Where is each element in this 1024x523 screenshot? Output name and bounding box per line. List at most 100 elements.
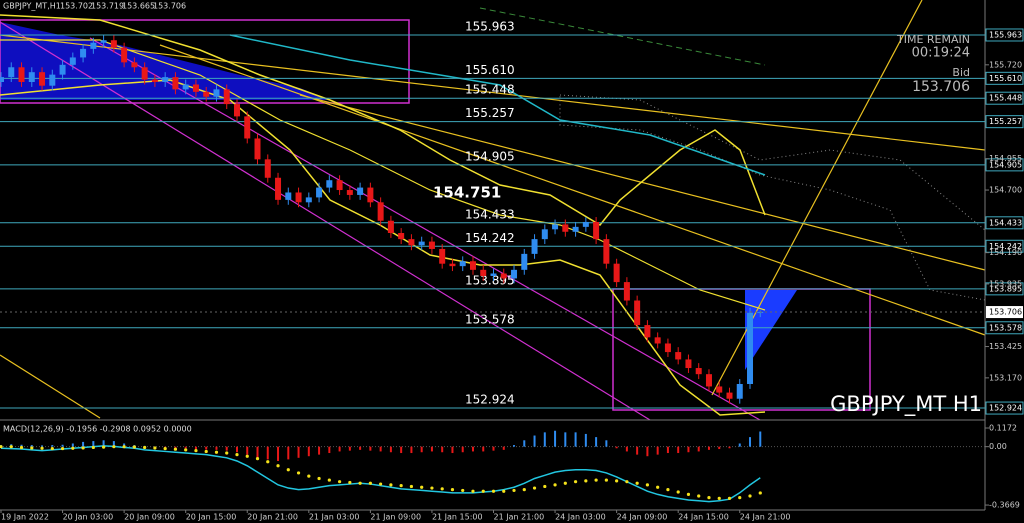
y-tick-label: 0.1172 [989, 424, 1017, 433]
level-tag [985, 71, 1024, 85]
macd-bar [656, 446, 659, 455]
candle-body [151, 79, 158, 83]
level-label: 152.924 [465, 393, 515, 407]
candle-body [562, 224, 569, 232]
level-label: 155.963 [465, 19, 515, 33]
signal-dot [420, 485, 424, 489]
candle-body [449, 263, 456, 267]
trend-line [299, 94, 986, 271]
candle-body [654, 337, 661, 344]
macd-bar [482, 446, 485, 452]
level-label: 153.895 [465, 273, 515, 287]
candle-body [326, 180, 333, 188]
signal-dot [481, 489, 485, 493]
macd-bar [338, 446, 341, 452]
x-tick-label: 21 Jan 03:00 [309, 513, 360, 522]
signal-dot [184, 448, 188, 452]
candle-body [295, 192, 302, 203]
signal-dot [153, 446, 157, 450]
signal-dot [471, 489, 475, 493]
signal-dot [656, 485, 660, 489]
macd-bar [564, 432, 567, 447]
trend-line [159, 44, 986, 336]
candle-body [39, 72, 46, 86]
macd-bar [215, 446, 218, 450]
candle-body [500, 273, 507, 279]
triangle [745, 290, 797, 370]
candle-body [695, 368, 702, 375]
level-tag [985, 158, 1024, 172]
macd-bar [277, 446, 280, 461]
shaded-zone [0, 22, 330, 100]
candle-body [203, 91, 210, 97]
candle-body [80, 48, 87, 58]
signal-dot [122, 445, 126, 449]
level-tag-label: 155.963 [989, 30, 1022, 39]
time-remain-label: TIME REMAIN [896, 33, 970, 46]
macd-bar [256, 446, 259, 458]
signal-dot [60, 446, 65, 451]
macd-bar [523, 440, 526, 447]
macd-bar [389, 446, 392, 453]
candle-body [357, 187, 364, 195]
level-label: 154.242 [465, 231, 515, 245]
y-tick-label: -0.3669 [989, 501, 1020, 510]
trend-line [711, 0, 923, 396]
level-tag [985, 216, 1024, 230]
signal-dot [132, 445, 136, 449]
x-tick-label: 20 Jan 09:00 [124, 513, 175, 522]
candle-body [69, 57, 76, 65]
signal-dot [235, 453, 239, 457]
macd-bar [697, 446, 700, 452]
x-tick-label: 21 Jan 09:00 [370, 513, 421, 522]
macd-bar [605, 440, 608, 447]
close-value: 153.706 [153, 2, 186, 11]
macd-bar [728, 446, 731, 449]
signal-dot [645, 483, 650, 487]
candle-body [747, 312, 754, 384]
macd-bar [82, 441, 85, 447]
candle-body [233, 104, 240, 117]
macd-bar [379, 446, 382, 452]
level-tag [985, 239, 1024, 253]
signal-dot [296, 471, 301, 475]
macd-bar [41, 445, 44, 447]
candle-body [223, 89, 230, 105]
x-tick-label: 21 Jan 15:00 [432, 513, 483, 522]
macd-bar [636, 446, 639, 455]
candle-body [254, 138, 261, 160]
candle-body [490, 273, 497, 276]
candle-body [213, 89, 220, 97]
time-remain: 00:19:24 [912, 46, 970, 61]
level-tag [985, 91, 1024, 105]
low-value: 153.665 [122, 2, 155, 11]
signal-dot [91, 445, 95, 450]
macd-bar [102, 440, 105, 447]
level-tag [985, 401, 1024, 415]
level-label: 155.610 [465, 63, 515, 77]
signal-dot [317, 476, 321, 481]
candle-body [705, 374, 712, 387]
candle-body [346, 190, 353, 195]
x-tick-label: 24 Jan 21:00 [740, 513, 791, 522]
macd-bar [533, 435, 536, 447]
candle-body [316, 187, 323, 198]
signal-dot [594, 478, 598, 482]
signal-dot [686, 492, 691, 497]
signal-dot [440, 487, 444, 491]
candle-body [192, 84, 199, 92]
signal-dot [430, 486, 434, 490]
signal-dot [409, 484, 414, 489]
macd-bar [502, 446, 505, 450]
x-tick-label: 20 Jan 03:00 [63, 513, 114, 522]
signal-dot [30, 446, 34, 450]
signal-dot [727, 496, 732, 500]
macd-bar [595, 437, 598, 447]
candle-body [521, 253, 528, 270]
candle-body [511, 269, 518, 279]
macd-bar [318, 446, 321, 455]
signal-dot [81, 446, 85, 450]
level-tag [985, 28, 1024, 42]
candle-body [572, 226, 579, 232]
